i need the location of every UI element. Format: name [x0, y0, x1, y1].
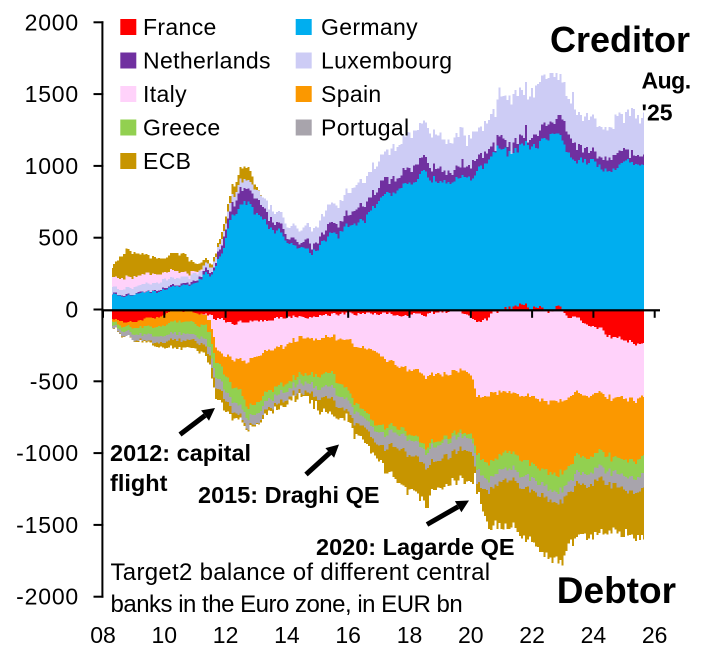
svg-text:1500: 1500 — [25, 81, 79, 107]
svg-text:16: 16 — [335, 622, 361, 648]
svg-text:500: 500 — [38, 225, 79, 251]
svg-text:Creditor: Creditor — [550, 19, 690, 60]
svg-text:Luxembourg: Luxembourg — [321, 48, 452, 74]
svg-text:Target2 balance of different c: Target2 balance of different central — [111, 559, 491, 586]
svg-text:flight: flight — [110, 470, 168, 496]
svg-text:Aug.: Aug. — [642, 68, 691, 94]
svg-text:banks in the Euro zone, in EUR: banks in the Euro zone, in EUR bn — [111, 591, 463, 618]
svg-text:08: 08 — [90, 622, 116, 648]
svg-text:-1500: -1500 — [16, 512, 79, 538]
svg-text:-500: -500 — [30, 368, 79, 394]
svg-text:France: France — [143, 14, 217, 40]
svg-text:2020: Lagarde QE: 2020: Lagarde QE — [316, 534, 515, 560]
svg-text:1000: 1000 — [25, 153, 79, 179]
svg-text:-2000: -2000 — [16, 584, 79, 610]
svg-text:22: 22 — [519, 622, 545, 648]
svg-text:-1000: -1000 — [16, 440, 79, 466]
svg-text:2012: capital: 2012: capital — [110, 440, 251, 466]
svg-text:2000: 2000 — [25, 9, 79, 35]
svg-text:Greece: Greece — [143, 115, 221, 141]
svg-text:14: 14 — [274, 622, 300, 648]
svg-text:20: 20 — [458, 622, 484, 648]
svg-text:0: 0 — [65, 297, 79, 323]
svg-text:10: 10 — [152, 622, 178, 648]
svg-text:Debtor: Debtor — [557, 570, 676, 611]
svg-text:Netherlands: Netherlands — [143, 48, 271, 74]
svg-text:12: 12 — [213, 622, 239, 648]
svg-text:2015: Draghi QE: 2015: Draghi QE — [198, 482, 380, 508]
svg-text:Italy: Italy — [143, 81, 187, 107]
svg-text:Spain: Spain — [321, 81, 382, 107]
svg-text:24: 24 — [581, 622, 607, 648]
svg-text:Portugal: Portugal — [321, 115, 409, 141]
svg-text:18: 18 — [397, 622, 423, 648]
svg-text:26: 26 — [642, 622, 668, 648]
svg-text:ECB: ECB — [143, 148, 191, 174]
svg-text:'25: '25 — [642, 100, 673, 126]
svg-text:Germany: Germany — [321, 14, 418, 40]
